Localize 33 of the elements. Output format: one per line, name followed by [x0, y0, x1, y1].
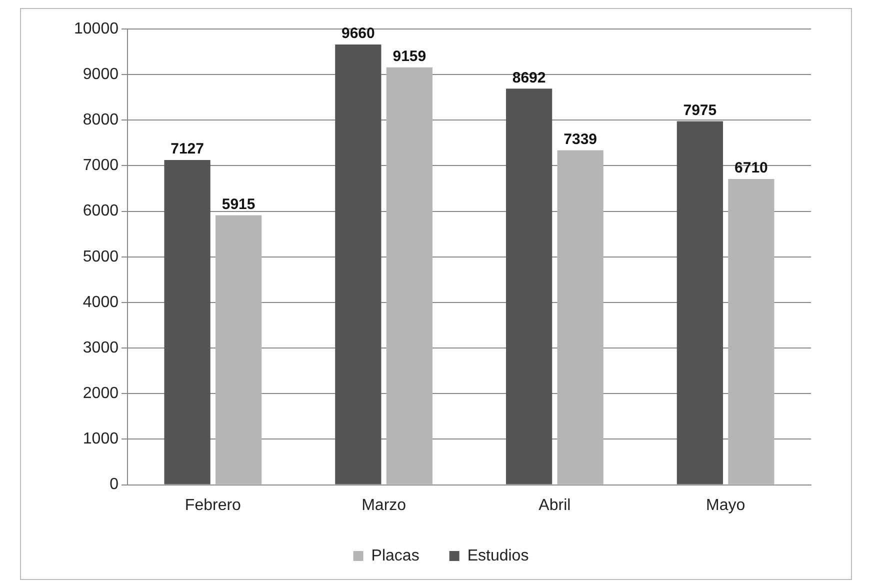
legend-label: Estudios: [467, 547, 529, 564]
bar: [728, 178, 774, 484]
y-tick-label: 0: [110, 476, 119, 494]
y-tick-label: 6000: [82, 202, 119, 220]
bar: [386, 67, 433, 484]
data-label: 9660: [341, 25, 375, 42]
y-tick-label: 4000: [82, 294, 119, 311]
data-label: 6710: [734, 160, 768, 177]
x-tick-label: Mayo: [706, 496, 746, 514]
bar: [676, 121, 723, 484]
y-tick-label: 9000: [82, 66, 119, 83]
y-tick-label: 2000: [82, 385, 119, 402]
data-label: 9159: [392, 48, 426, 65]
bar: [335, 44, 382, 484]
x-tick-label: Marzo: [362, 496, 406, 514]
bar: [557, 150, 604, 484]
y-tick-label: 5000: [82, 248, 119, 266]
y-tick-label: 7000: [82, 157, 119, 174]
data-label: 8692: [512, 69, 546, 86]
legend-label: Placas: [371, 547, 420, 564]
y-tick-label: 10000: [74, 20, 119, 38]
data-label: 7975: [683, 102, 717, 119]
data-label: 5915: [222, 196, 256, 213]
y-tick-label: 8000: [82, 112, 119, 129]
data-label: 7339: [564, 130, 598, 148]
bar: [506, 88, 552, 484]
y-tick-label: 1000: [82, 430, 119, 448]
y-tick-label: 3000: [82, 339, 119, 356]
x-tick-label: Febrero: [184, 496, 242, 514]
data-label: 7127: [170, 140, 204, 158]
bar: [215, 215, 262, 484]
x-tick-label: Abril: [538, 496, 571, 514]
bar: [164, 160, 210, 484]
